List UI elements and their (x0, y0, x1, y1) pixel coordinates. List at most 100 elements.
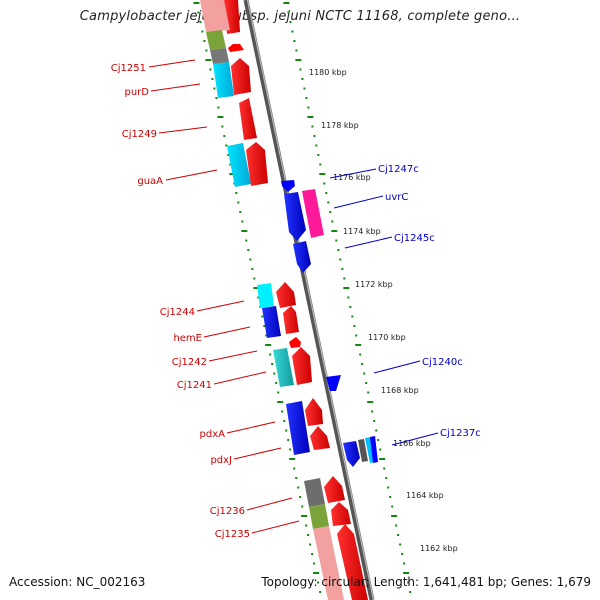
scale-dot (311, 553, 314, 555)
scale-dot (397, 534, 400, 536)
gene-reverse[interactable] (370, 436, 378, 463)
scale-dot (293, 40, 296, 42)
gene-label-cj1247c[interactable]: Cj1247c (378, 164, 419, 175)
scale-dot (197, 11, 200, 14)
gene-block-gray[interactable] (210, 48, 229, 64)
gene-block-gray[interactable] (304, 478, 325, 507)
scale-dot (391, 515, 398, 517)
scale-dot (325, 192, 328, 194)
gene-label-cj1245c[interactable]: Cj1245c (394, 233, 435, 244)
gene-block-olive[interactable] (309, 504, 329, 529)
scale-dot (201, 30, 204, 33)
scale-label: 1170 kbp (368, 333, 406, 342)
gene-block-cyan[interactable] (257, 283, 274, 308)
scale-dot (335, 239, 338, 242)
gene-forward[interactable] (310, 426, 330, 450)
gene-block-blue[interactable] (286, 401, 310, 455)
gene-block-pink[interactable] (313, 526, 344, 600)
scale-dot (349, 306, 352, 308)
gene-forward[interactable] (305, 398, 323, 426)
scale-dot (375, 429, 378, 432)
gene-block-cyan[interactable] (213, 62, 234, 98)
gene-label-cj1240c[interactable]: Cj1240c (422, 357, 463, 368)
gene-forward[interactable] (292, 347, 312, 385)
gene-reverse[interactable] (281, 180, 295, 192)
scale-dot (315, 144, 318, 147)
gene-label-cj1251[interactable]: Cj1251 (111, 63, 146, 74)
scale-label: 1172 kbp (355, 280, 393, 289)
gene-block-pink[interactable] (200, 0, 230, 32)
gene-block-magenta[interactable] (302, 189, 324, 238)
scale-dot (235, 192, 238, 194)
gene-label-uvrc[interactable]: uvrC (385, 192, 408, 203)
scale-dot (391, 505, 394, 508)
scale-dot (205, 49, 208, 52)
gene-forward[interactable] (246, 142, 268, 186)
gene-label-cj1242[interactable]: Cj1242 (172, 357, 207, 368)
gene-label-purd[interactable]: purD (125, 87, 150, 98)
scale-dot (289, 448, 292, 451)
gene-forward[interactable] (289, 337, 301, 348)
gene-reverse[interactable] (284, 192, 306, 241)
gene-label-heme[interactable]: hemE (173, 333, 202, 344)
reverse-strand-genes (281, 180, 378, 467)
gene-label-pdxj[interactable]: pdxJ (210, 455, 232, 466)
scale-dot (297, 486, 300, 489)
scale-dot (371, 410, 374, 413)
scale-dot (241, 220, 244, 223)
gene-block-gray[interactable] (358, 439, 368, 462)
scale-dot (407, 581, 410, 584)
gene-reverse[interactable] (343, 441, 360, 467)
scale-dot (253, 287, 260, 289)
scale-dot (289, 21, 292, 23)
scale-dot (277, 401, 284, 403)
gene-reverse[interactable] (326, 375, 341, 391)
scale-dot (313, 572, 320, 574)
gene-forward[interactable] (231, 58, 251, 95)
scale-dot (269, 353, 272, 356)
scale-dot (379, 448, 382, 451)
scale-dot (339, 258, 342, 261)
scale-dot (323, 182, 326, 185)
gene-reverse[interactable] (293, 241, 311, 273)
gene-forward[interactable] (337, 524, 368, 600)
gene-forward[interactable] (324, 476, 345, 503)
scale-dot (285, 429, 288, 432)
gene-forward[interactable] (331, 502, 351, 526)
scale-dot (241, 230, 248, 232)
gene-forward[interactable] (228, 44, 244, 52)
scale-dot (387, 486, 390, 489)
gene-label-pdxa[interactable]: pdxA (200, 429, 226, 440)
gene-label-cj1244[interactable]: Cj1244 (160, 307, 195, 318)
scale-dot (319, 591, 322, 593)
gene-label-cj1235[interactable]: Cj1235 (215, 529, 250, 540)
scale-dot (319, 163, 322, 166)
gene-forward[interactable] (239, 98, 257, 140)
gene-forward[interactable] (283, 306, 299, 334)
scale-label: 1178 kbp (321, 121, 359, 130)
gene-label-cj1236[interactable]: Cj1236 (210, 506, 245, 517)
feature-blocks (200, 0, 344, 600)
scale-dot (351, 315, 354, 318)
gene-block-olive[interactable] (206, 30, 226, 50)
gene-forward[interactable] (276, 282, 296, 308)
gene-label-cj1249[interactable]: Cj1249 (122, 129, 157, 140)
scale-dot (379, 458, 386, 460)
inner-scale-dots (283, 2, 412, 593)
scale-dot (239, 211, 242, 213)
gene-label-cj1237c[interactable]: Cj1237c (440, 428, 481, 439)
scale-dot (395, 524, 398, 527)
scale-dot (305, 524, 308, 527)
scale-dot (287, 439, 290, 441)
gene-block-blue[interactable] (262, 306, 281, 338)
scale-dot (313, 562, 316, 565)
gene-label-guaa[interactable]: guaA (137, 176, 163, 187)
gene-label-cj1241[interactable]: Cj1241 (177, 380, 212, 391)
gene-block-cyan[interactable] (227, 143, 251, 187)
scale-dot (205, 59, 212, 61)
gene-block-teal[interactable] (273, 348, 294, 387)
scale-dot (299, 496, 302, 498)
scale-dot (307, 116, 314, 118)
scale-dot (295, 59, 302, 61)
